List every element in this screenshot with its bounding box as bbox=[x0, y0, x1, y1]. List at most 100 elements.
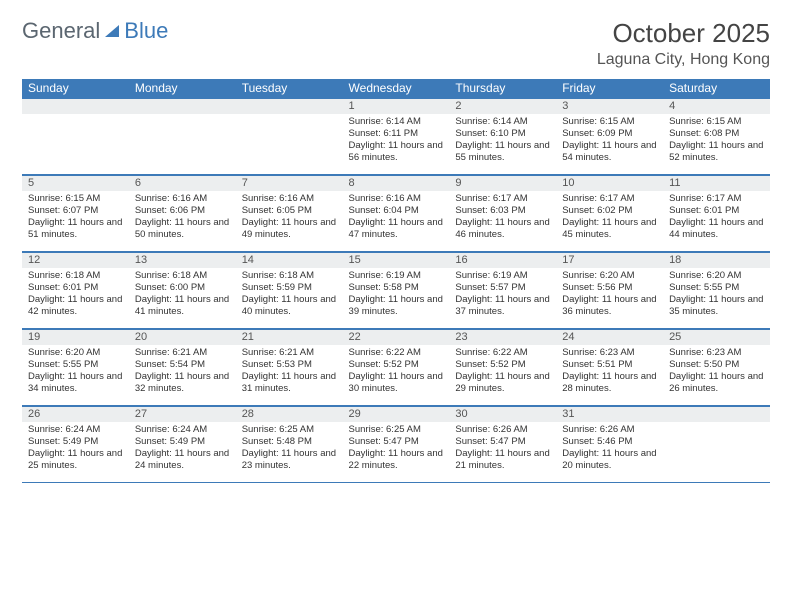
calendar-week-row: 12Sunrise: 6:18 AMSunset: 6:01 PMDayligh… bbox=[22, 252, 770, 329]
daylight-text: Daylight: 11 hours and 51 minutes. bbox=[28, 217, 123, 241]
daylight-text: Daylight: 11 hours and 22 minutes. bbox=[349, 448, 444, 472]
weekday-header: Monday bbox=[129, 79, 236, 98]
calendar-day-cell: 13Sunrise: 6:18 AMSunset: 6:00 PMDayligh… bbox=[129, 252, 236, 329]
weekday-header-row: Sunday Monday Tuesday Wednesday Thursday… bbox=[22, 79, 770, 98]
day-number bbox=[22, 98, 129, 114]
sunrise-text: Sunrise: 6:16 AM bbox=[242, 193, 337, 205]
calendar-week-row: 1Sunrise: 6:14 AMSunset: 6:11 PMDaylight… bbox=[22, 98, 770, 175]
calendar-day-cell: 30Sunrise: 6:26 AMSunset: 5:47 PMDayligh… bbox=[449, 406, 556, 483]
calendar-table: Sunday Monday Tuesday Wednesday Thursday… bbox=[22, 79, 770, 483]
sunrise-text: Sunrise: 6:21 AM bbox=[242, 347, 337, 359]
sunrise-text: Sunrise: 6:15 AM bbox=[669, 116, 764, 128]
sunrise-text: Sunrise: 6:25 AM bbox=[349, 424, 444, 436]
calendar-day-cell: 4Sunrise: 6:15 AMSunset: 6:08 PMDaylight… bbox=[663, 98, 770, 175]
sunset-text: Sunset: 5:59 PM bbox=[242, 282, 337, 294]
daylight-text: Daylight: 11 hours and 36 minutes. bbox=[562, 294, 657, 318]
sunset-text: Sunset: 5:58 PM bbox=[349, 282, 444, 294]
day-content: Sunrise: 6:21 AMSunset: 5:53 PMDaylight:… bbox=[236, 345, 343, 405]
sunrise-text: Sunrise: 6:15 AM bbox=[28, 193, 123, 205]
calendar-day-cell: 27Sunrise: 6:24 AMSunset: 5:49 PMDayligh… bbox=[129, 406, 236, 483]
sunset-text: Sunset: 5:50 PM bbox=[669, 359, 764, 371]
daylight-text: Daylight: 11 hours and 26 minutes. bbox=[669, 371, 764, 395]
day-number: 10 bbox=[556, 175, 663, 191]
day-content: Sunrise: 6:14 AMSunset: 6:10 PMDaylight:… bbox=[449, 114, 556, 174]
daylight-text: Daylight: 11 hours and 37 minutes. bbox=[455, 294, 550, 318]
day-number: 29 bbox=[343, 406, 450, 422]
calendar-day-cell bbox=[236, 98, 343, 175]
daylight-text: Daylight: 11 hours and 50 minutes. bbox=[135, 217, 230, 241]
daylight-text: Daylight: 11 hours and 30 minutes. bbox=[349, 371, 444, 395]
day-content: Sunrise: 6:25 AMSunset: 5:47 PMDaylight:… bbox=[343, 422, 450, 482]
day-number: 22 bbox=[343, 329, 450, 345]
sunrise-text: Sunrise: 6:15 AM bbox=[562, 116, 657, 128]
calendar-day-cell: 6Sunrise: 6:16 AMSunset: 6:06 PMDaylight… bbox=[129, 175, 236, 252]
sunset-text: Sunset: 6:01 PM bbox=[669, 205, 764, 217]
day-content bbox=[663, 422, 770, 482]
calendar-week-row: 19Sunrise: 6:20 AMSunset: 5:55 PMDayligh… bbox=[22, 329, 770, 406]
day-number: 19 bbox=[22, 329, 129, 345]
day-content: Sunrise: 6:24 AMSunset: 5:49 PMDaylight:… bbox=[22, 422, 129, 482]
daylight-text: Daylight: 11 hours and 29 minutes. bbox=[455, 371, 550, 395]
calendar-week-row: 5Sunrise: 6:15 AMSunset: 6:07 PMDaylight… bbox=[22, 175, 770, 252]
sunrise-text: Sunrise: 6:20 AM bbox=[669, 270, 764, 282]
day-number bbox=[663, 406, 770, 422]
daylight-text: Daylight: 11 hours and 39 minutes. bbox=[349, 294, 444, 318]
page-subtitle: Laguna City, Hong Kong bbox=[597, 51, 770, 69]
day-number: 7 bbox=[236, 175, 343, 191]
daylight-text: Daylight: 11 hours and 42 minutes. bbox=[28, 294, 123, 318]
sunrise-text: Sunrise: 6:23 AM bbox=[562, 347, 657, 359]
sunset-text: Sunset: 6:01 PM bbox=[28, 282, 123, 294]
header: General Blue October 2025 Laguna City, H… bbox=[22, 18, 770, 69]
day-number: 25 bbox=[663, 329, 770, 345]
day-number: 26 bbox=[22, 406, 129, 422]
daylight-text: Daylight: 11 hours and 32 minutes. bbox=[135, 371, 230, 395]
sunrise-text: Sunrise: 6:16 AM bbox=[349, 193, 444, 205]
calendar-day-cell bbox=[22, 98, 129, 175]
calendar-day-cell: 28Sunrise: 6:25 AMSunset: 5:48 PMDayligh… bbox=[236, 406, 343, 483]
day-number: 3 bbox=[556, 98, 663, 114]
daylight-text: Daylight: 11 hours and 20 minutes. bbox=[562, 448, 657, 472]
sunset-text: Sunset: 6:04 PM bbox=[349, 205, 444, 217]
sunrise-text: Sunrise: 6:14 AM bbox=[349, 116, 444, 128]
day-number: 14 bbox=[236, 252, 343, 268]
daylight-text: Daylight: 11 hours and 47 minutes. bbox=[349, 217, 444, 241]
logo: General Blue bbox=[22, 18, 168, 44]
day-content: Sunrise: 6:23 AMSunset: 5:51 PMDaylight:… bbox=[556, 345, 663, 405]
calendar-day-cell bbox=[129, 98, 236, 175]
day-content: Sunrise: 6:18 AMSunset: 6:00 PMDaylight:… bbox=[129, 268, 236, 328]
sunrise-text: Sunrise: 6:22 AM bbox=[349, 347, 444, 359]
day-content: Sunrise: 6:25 AMSunset: 5:48 PMDaylight:… bbox=[236, 422, 343, 482]
day-content: Sunrise: 6:15 AMSunset: 6:09 PMDaylight:… bbox=[556, 114, 663, 174]
daylight-text: Daylight: 11 hours and 56 minutes. bbox=[349, 140, 444, 164]
sunrise-text: Sunrise: 6:23 AM bbox=[669, 347, 764, 359]
day-number bbox=[129, 98, 236, 114]
sunrise-text: Sunrise: 6:25 AM bbox=[242, 424, 337, 436]
logo-sail-icon bbox=[104, 22, 122, 40]
daylight-text: Daylight: 11 hours and 28 minutes. bbox=[562, 371, 657, 395]
weekday-header: Wednesday bbox=[343, 79, 450, 98]
day-number: 31 bbox=[556, 406, 663, 422]
calendar-day-cell: 5Sunrise: 6:15 AMSunset: 6:07 PMDaylight… bbox=[22, 175, 129, 252]
sunset-text: Sunset: 6:02 PM bbox=[562, 205, 657, 217]
sunrise-text: Sunrise: 6:26 AM bbox=[455, 424, 550, 436]
sunset-text: Sunset: 5:46 PM bbox=[562, 436, 657, 448]
sunset-text: Sunset: 5:55 PM bbox=[669, 282, 764, 294]
sunrise-text: Sunrise: 6:26 AM bbox=[562, 424, 657, 436]
calendar-day-cell: 16Sunrise: 6:19 AMSunset: 5:57 PMDayligh… bbox=[449, 252, 556, 329]
sunrise-text: Sunrise: 6:17 AM bbox=[562, 193, 657, 205]
calendar-day-cell: 23Sunrise: 6:22 AMSunset: 5:52 PMDayligh… bbox=[449, 329, 556, 406]
calendar-week-row: 26Sunrise: 6:24 AMSunset: 5:49 PMDayligh… bbox=[22, 406, 770, 483]
calendar-day-cell: 10Sunrise: 6:17 AMSunset: 6:02 PMDayligh… bbox=[556, 175, 663, 252]
logo-text-1: General bbox=[22, 18, 100, 44]
sunrise-text: Sunrise: 6:22 AM bbox=[455, 347, 550, 359]
day-content: Sunrise: 6:17 AMSunset: 6:02 PMDaylight:… bbox=[556, 191, 663, 251]
day-content: Sunrise: 6:24 AMSunset: 5:49 PMDaylight:… bbox=[129, 422, 236, 482]
sunrise-text: Sunrise: 6:20 AM bbox=[28, 347, 123, 359]
day-content: Sunrise: 6:21 AMSunset: 5:54 PMDaylight:… bbox=[129, 345, 236, 405]
daylight-text: Daylight: 11 hours and 34 minutes. bbox=[28, 371, 123, 395]
day-number: 27 bbox=[129, 406, 236, 422]
sunset-text: Sunset: 6:10 PM bbox=[455, 128, 550, 140]
sunset-text: Sunset: 5:56 PM bbox=[562, 282, 657, 294]
sunset-text: Sunset: 6:03 PM bbox=[455, 205, 550, 217]
calendar-day-cell: 8Sunrise: 6:16 AMSunset: 6:04 PMDaylight… bbox=[343, 175, 450, 252]
